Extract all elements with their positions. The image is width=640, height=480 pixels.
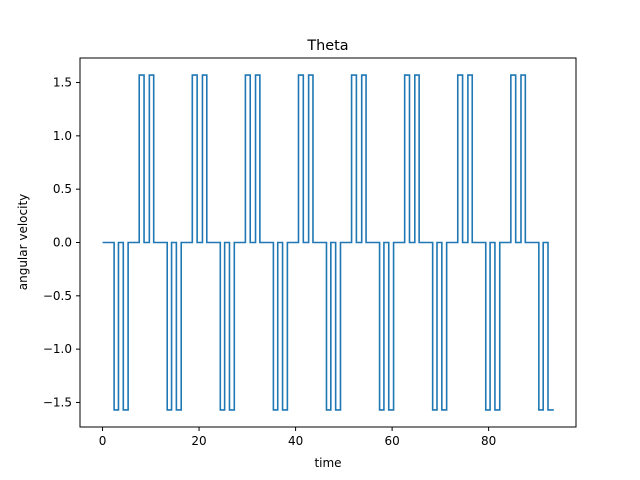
y-axis-label: angular velocity [16, 194, 30, 291]
y-tick-label: −0.5 [43, 289, 72, 303]
y-tick-label: −1.5 [43, 395, 72, 409]
x-tick-label: 20 [191, 434, 206, 448]
y-axis: −1.5 −1.0 −0.5 0.0 0.5 1.0 1.5 [43, 76, 80, 409]
x-tick-label: 80 [481, 434, 496, 448]
series-line-0 [102, 74, 554, 411]
y-tick-label: 0.5 [53, 182, 72, 196]
y-tick-label: −1.0 [43, 342, 72, 356]
y-tick-label: 1.0 [53, 129, 72, 143]
x-tick-label: 0 [99, 434, 107, 448]
x-tick-label: 60 [384, 434, 399, 448]
y-tick-label: 0.0 [53, 236, 72, 250]
x-axis: 0 20 40 60 80 [99, 427, 496, 448]
x-tick-label: 40 [288, 434, 303, 448]
chart-title: Theta [306, 38, 348, 54]
plot-area [102, 74, 554, 411]
x-axis-label: time [314, 456, 341, 470]
y-tick-label: 1.5 [53, 76, 72, 90]
